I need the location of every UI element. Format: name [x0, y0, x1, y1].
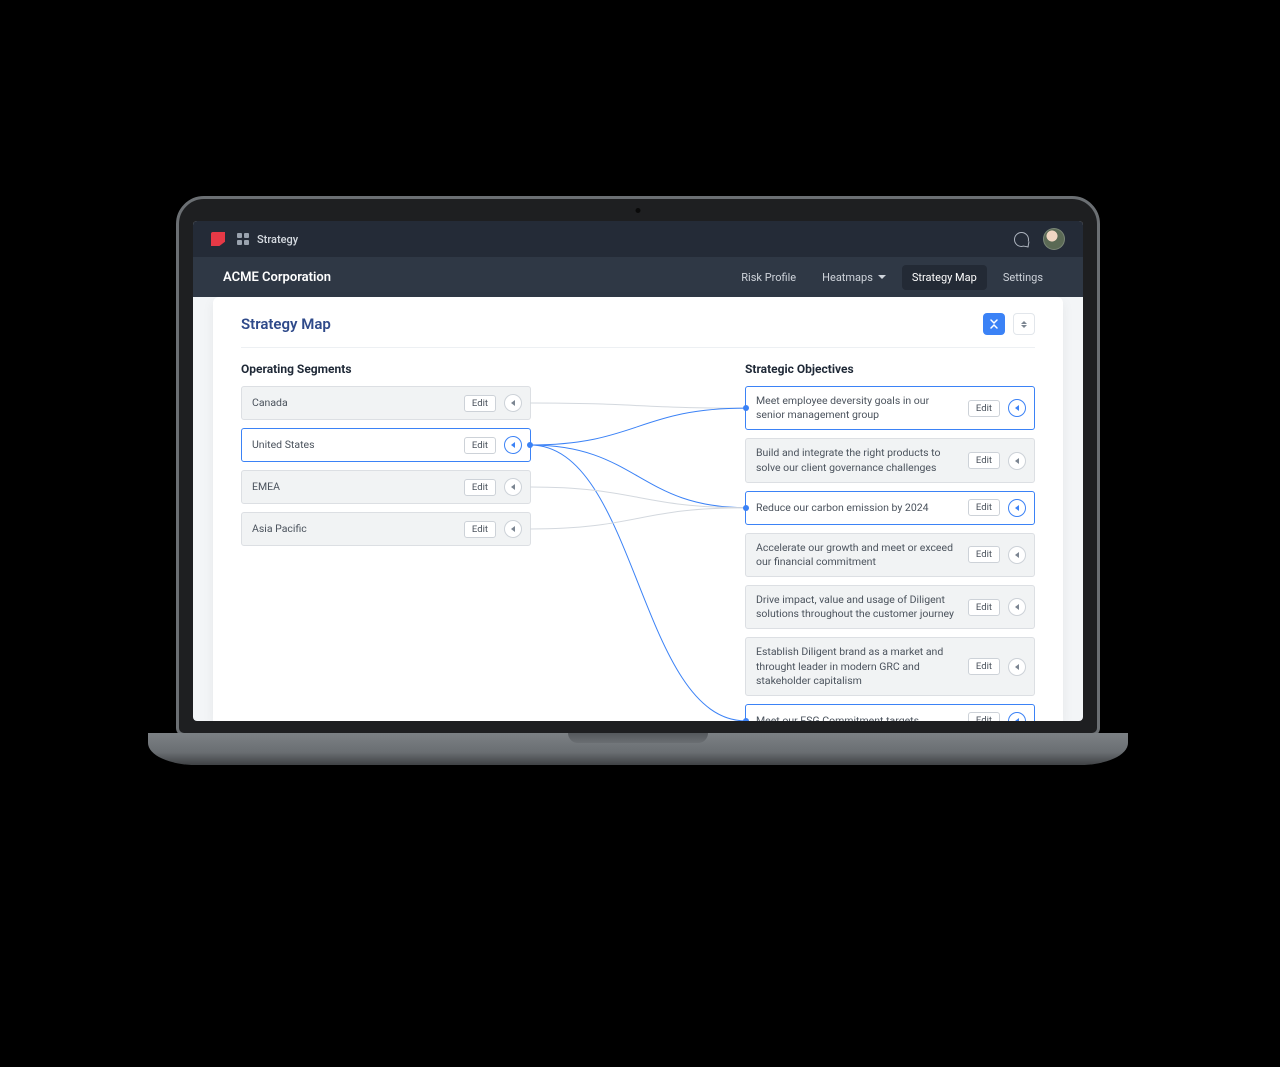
expand-left-button[interactable]	[1008, 499, 1026, 517]
chat-icon[interactable]	[1014, 232, 1029, 247]
edit-button[interactable]: Edit	[968, 400, 1000, 417]
segment-item[interactable]: EMEA Edit	[241, 470, 531, 504]
edit-button[interactable]: Edit	[464, 521, 496, 538]
topbar: Strategy	[193, 221, 1083, 257]
collapse-button[interactable]	[983, 313, 1005, 335]
triangle-left-icon	[511, 526, 515, 532]
objective-label: Establish Diligent brand as a market and…	[756, 645, 960, 688]
laptop-base	[148, 733, 1128, 765]
connection-dot-icon	[743, 718, 749, 721]
objective-label: Accelerate our growth and meet or exceed…	[756, 541, 960, 569]
connectors-area	[531, 362, 745, 721]
apps-grid-icon[interactable]	[237, 233, 249, 245]
expand-left-button[interactable]	[1008, 658, 1026, 676]
triangle-left-icon	[1015, 604, 1019, 610]
triangle-left-icon	[1015, 664, 1019, 670]
segment-label: United States	[252, 438, 456, 452]
objective-label: Meet employee deversity goals in our sen…	[756, 394, 960, 422]
triangle-left-icon	[1015, 552, 1019, 558]
expand-left-button[interactable]	[1008, 598, 1026, 616]
nav-heatmaps-label: Heatmaps	[822, 271, 873, 284]
segment-item[interactable]: Canada Edit	[241, 386, 531, 420]
sort-button[interactable]	[1013, 313, 1035, 335]
connectors-svg	[531, 362, 745, 721]
edit-button[interactable]: Edit	[968, 658, 1000, 675]
connection-dot-icon	[743, 505, 749, 511]
expand-left-button[interactable]	[1008, 546, 1026, 564]
edit-button[interactable]: Edit	[968, 452, 1000, 469]
triangle-left-icon	[511, 484, 515, 490]
screen: Strategy ACME Corporation Risk Profile H…	[193, 221, 1083, 721]
edit-button[interactable]: Edit	[464, 437, 496, 454]
laptop-bezel: Strategy ACME Corporation Risk Profile H…	[176, 196, 1100, 736]
segment-label: EMEA	[252, 480, 456, 494]
triangle-left-icon	[1015, 505, 1019, 511]
objective-item[interactable]: Meet our ESG Commitment targets Edit	[745, 704, 1035, 721]
laptop-frame: Strategy ACME Corporation Risk Profile H…	[176, 196, 1100, 782]
triangle-left-icon	[511, 400, 515, 406]
segments-column: Operating Segments CanadaEditUnited Stat…	[241, 362, 531, 721]
connection-dot-icon	[743, 405, 749, 411]
expand-left-button[interactable]	[504, 520, 522, 538]
objective-item[interactable]: Build and integrate the right products t…	[745, 438, 1035, 482]
objective-item[interactable]: Meet employee deversity goals in our sen…	[745, 386, 1035, 430]
company-name: ACME Corporation	[223, 270, 331, 285]
triangle-left-icon	[1015, 458, 1019, 464]
edit-button[interactable]: Edit	[968, 712, 1000, 721]
expand-left-button[interactable]	[1008, 712, 1026, 721]
segments-title: Operating Segments	[241, 362, 531, 376]
nav-strategy-map[interactable]: Strategy Map	[902, 265, 987, 290]
segment-label: Canada	[252, 396, 456, 410]
page-title: Strategy Map	[241, 315, 331, 333]
expand-left-button[interactable]	[1008, 399, 1026, 417]
columns: Operating Segments CanadaEditUnited Stat…	[241, 362, 1035, 721]
edit-button[interactable]: Edit	[464, 479, 496, 496]
nav-settings[interactable]: Settings	[993, 265, 1053, 290]
expand-left-button[interactable]	[1008, 452, 1026, 470]
objectives-column: Strategic Objectives Meet employee dever…	[745, 362, 1035, 721]
avatar[interactable]	[1043, 228, 1065, 250]
expand-left-button[interactable]	[504, 394, 522, 412]
triangle-left-icon	[1015, 718, 1019, 721]
objective-label: Reduce our carbon emission by 2024	[756, 501, 960, 515]
edit-button[interactable]: Edit	[968, 599, 1000, 616]
expand-left-button[interactable]	[504, 478, 522, 496]
objectives-title: Strategic Objectives	[745, 362, 1035, 376]
nav-heatmaps[interactable]: Heatmaps	[812, 265, 896, 290]
segment-label: Asia Pacific	[252, 522, 456, 536]
edit-button[interactable]: Edit	[968, 546, 1000, 563]
product-label[interactable]: Strategy	[257, 233, 298, 246]
edit-button[interactable]: Edit	[464, 395, 496, 412]
segment-item[interactable]: United States Edit	[241, 428, 531, 462]
objective-item[interactable]: Reduce our carbon emission by 2024 Edit	[745, 491, 1035, 525]
chevron-down-icon	[878, 275, 886, 279]
triangle-left-icon	[511, 442, 515, 448]
objective-item[interactable]: Drive impact, value and usage of Diligen…	[745, 585, 1035, 629]
objective-label: Build and integrate the right products t…	[756, 446, 960, 474]
card-header: Strategy Map	[241, 313, 1035, 348]
edit-button[interactable]: Edit	[968, 499, 1000, 516]
segment-item[interactable]: Asia Pacific Edit	[241, 512, 531, 546]
expand-left-button[interactable]	[504, 436, 522, 454]
objective-label: Meet our ESG Commitment targets	[756, 714, 960, 721]
laptop-notch	[568, 733, 708, 743]
objective-label: Drive impact, value and usage of Diligen…	[756, 593, 960, 621]
objective-item[interactable]: Accelerate our growth and meet or exceed…	[745, 533, 1035, 577]
nav: Risk Profile Heatmaps Strategy Map Setti…	[731, 265, 1053, 290]
laptop-camera	[636, 208, 641, 213]
objective-item[interactable]: Establish Diligent brand as a market and…	[745, 637, 1035, 696]
triangle-left-icon	[1015, 405, 1019, 411]
header-bar: ACME Corporation Risk Profile Heatmaps S…	[193, 257, 1083, 297]
brand-logo-icon[interactable]	[211, 232, 225, 246]
main-card: Strategy Map Operating Segments Canada Ed…	[213, 297, 1063, 721]
nav-risk-profile[interactable]: Risk Profile	[731, 265, 806, 290]
